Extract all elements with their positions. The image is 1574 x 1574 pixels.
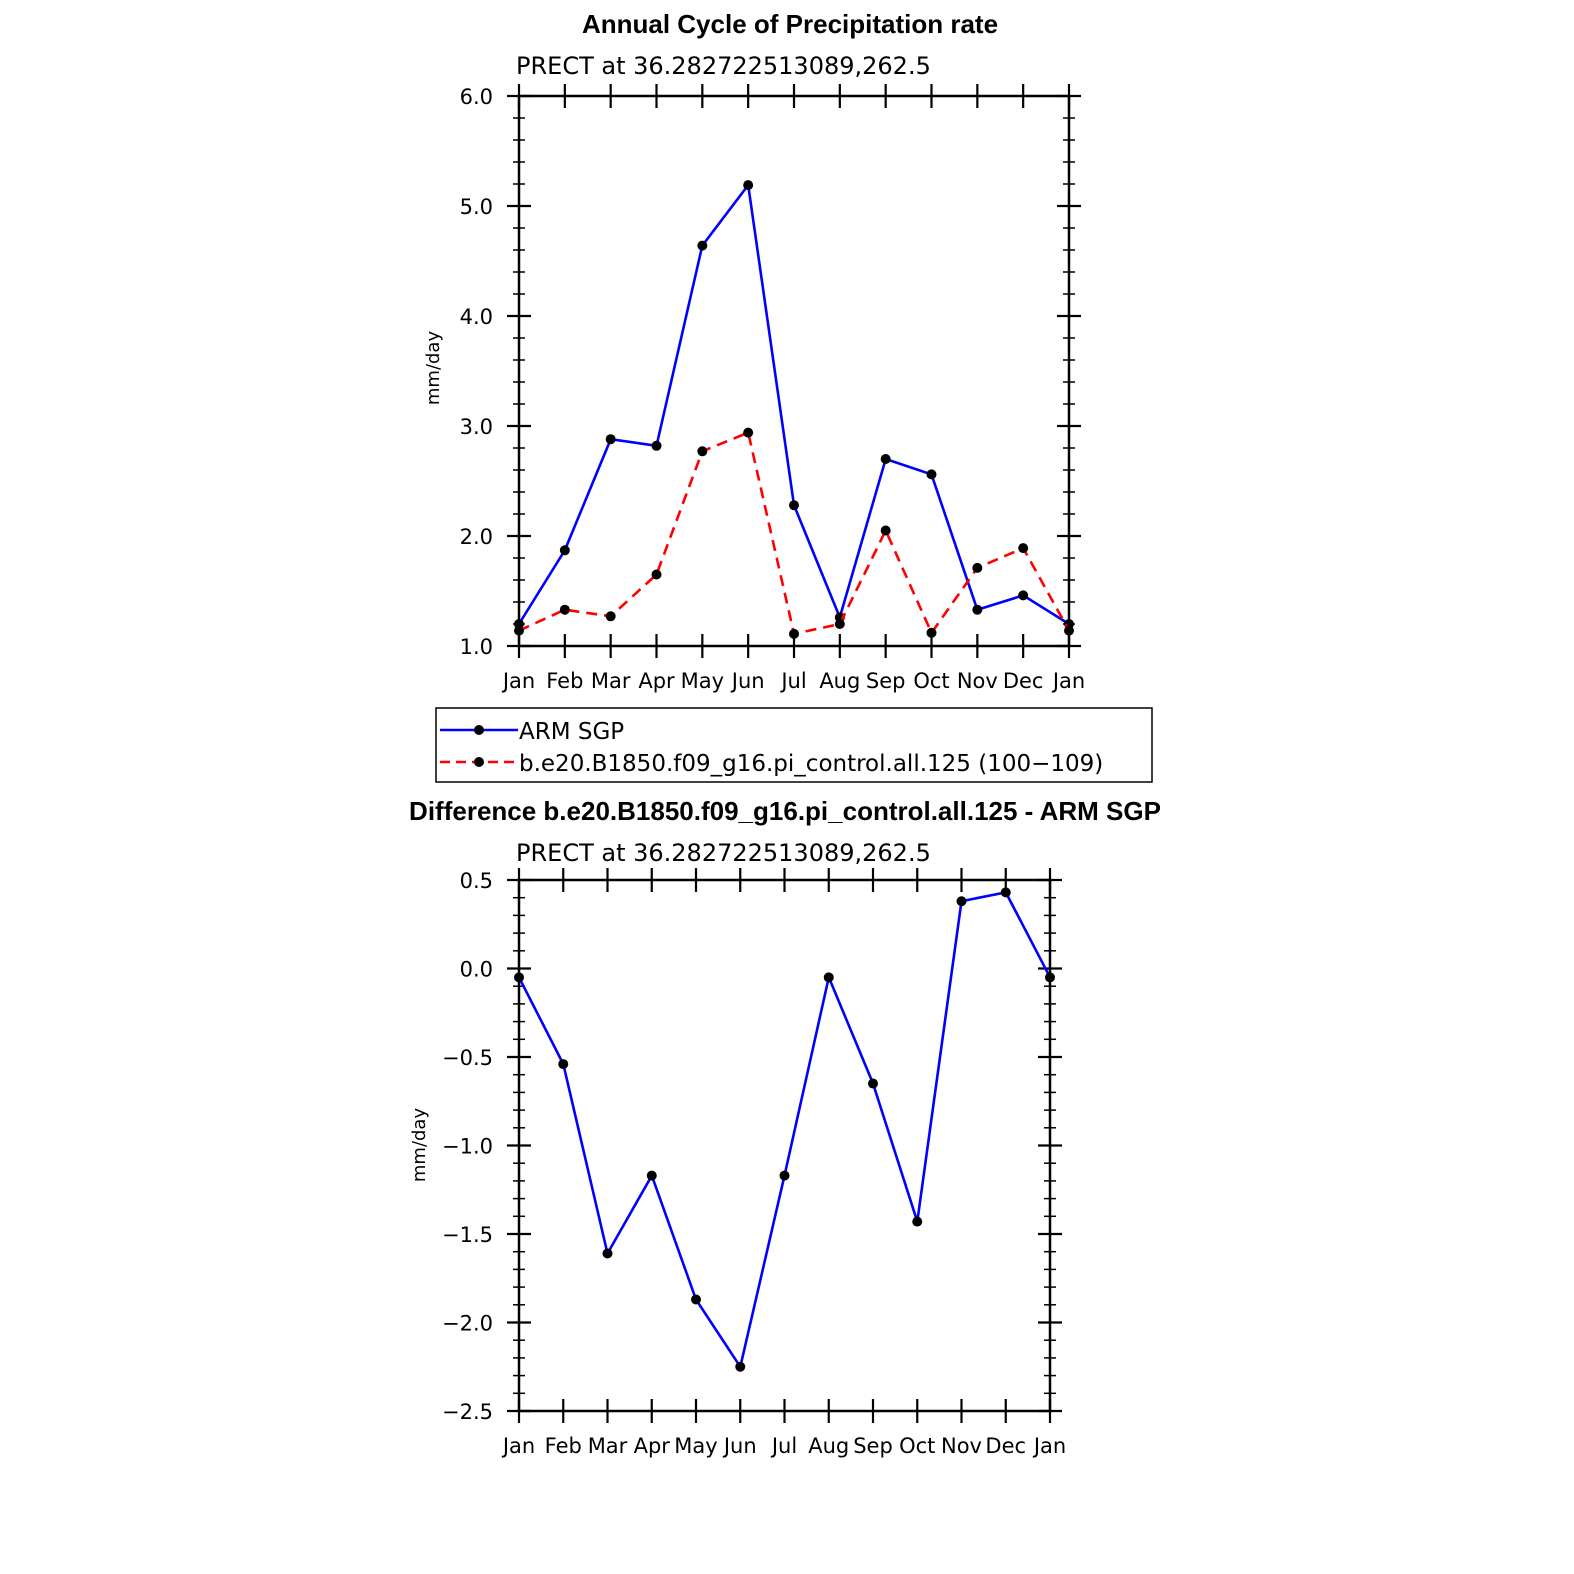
x-tick-label: Apr	[638, 669, 675, 693]
x-tick-label: Jun	[722, 1434, 757, 1458]
y-tick-label: −1.0	[442, 1135, 493, 1159]
x-tick-label: Jan	[1032, 1434, 1066, 1458]
x-tick-label: Apr	[634, 1434, 671, 1458]
chart1-subtitle: PRECT at 36.282722513089,262.5	[516, 52, 931, 80]
data-point	[605, 434, 616, 445]
data-point	[912, 1216, 923, 1227]
y-tick-label: −0.5	[442, 1046, 493, 1070]
x-tick-label: Mar	[591, 669, 631, 693]
data-point	[691, 1294, 701, 1305]
chart1-ylabel: mm/day	[423, 331, 444, 406]
x-tick-label: Jan	[501, 1434, 535, 1458]
x-tick-label: May	[681, 669, 724, 693]
data-point	[651, 440, 662, 451]
x-tick-label: Sep	[853, 1434, 893, 1458]
series-line-0	[517, 890, 1052, 1371]
x-tick-label: Dec	[1003, 669, 1044, 693]
data-point	[789, 628, 799, 639]
plot-frame	[517, 94, 1071, 648]
data-point	[880, 454, 891, 464]
series-line-0	[517, 181, 1070, 626]
legend-box	[435, 707, 1153, 783]
data-point	[823, 972, 834, 983]
x-tick-label: Nov	[957, 669, 998, 693]
data-point	[697, 240, 708, 251]
data-point	[834, 619, 845, 629]
y-tick-label: 3.0	[460, 415, 493, 439]
x-tick-label: Nov	[941, 1434, 982, 1458]
difference-chart: Difference b.e20.B1850.f09_g16.pi_contro…	[409, 796, 1161, 1458]
data-point	[868, 1078, 878, 1089]
x-tick-label: Feb	[545, 1434, 582, 1458]
x-tick-label: Jan	[501, 669, 535, 693]
y-tick-label: 2.0	[460, 525, 493, 549]
data-point	[1045, 972, 1055, 983]
x-tick-label: Oct	[899, 1434, 935, 1458]
data-point	[646, 1170, 657, 1181]
data-point	[972, 562, 983, 573]
chart2-subtitle: PRECT at 36.282722513089,262.5	[516, 839, 931, 867]
y-tick-label: 5.0	[460, 195, 493, 219]
data-point	[602, 1248, 613, 1259]
x-tick-label: Mar	[588, 1434, 628, 1458]
data-point	[972, 604, 983, 615]
x-tick-label: Aug	[819, 669, 860, 693]
y-tick-label: 1.0	[460, 635, 493, 659]
legend-label-model: b.e20.B1850.f09_g16.pi_control.all.125 (…	[519, 751, 1103, 777]
data-point	[743, 427, 754, 438]
legend-label-arm: ARM SGP	[519, 719, 624, 745]
chart2-ylabel: mm/day	[409, 1108, 430, 1183]
x-tick-label: Feb	[546, 669, 583, 693]
legend-marker-model	[474, 757, 484, 767]
data-point	[514, 625, 524, 636]
data-point	[743, 180, 754, 191]
data-point	[559, 604, 570, 615]
y-tick-label: 0.5	[460, 869, 493, 893]
x-tick-label: Aug	[808, 1434, 849, 1458]
y-tick-label: −2.0	[442, 1312, 493, 1336]
data-point	[514, 972, 524, 983]
chart1-title: Annual Cycle of Precipitation rate	[582, 9, 998, 39]
y-tick-label: 0.0	[460, 958, 493, 982]
data-point	[789, 500, 799, 511]
y-tick-label: 6.0	[460, 85, 493, 109]
data-point	[779, 1170, 790, 1181]
data-point	[1018, 590, 1029, 601]
data-point	[559, 545, 570, 556]
x-tick-label: May	[674, 1434, 717, 1458]
x-tick-label: Jul	[770, 1434, 797, 1458]
data-point	[926, 469, 937, 480]
data-point	[735, 1361, 746, 1372]
data-point	[1064, 625, 1074, 636]
data-point	[558, 1059, 569, 1070]
data-point	[956, 896, 967, 907]
data-point	[926, 627, 937, 638]
x-tick-label: Sep	[866, 669, 906, 693]
data-point	[1000, 887, 1011, 898]
annual-cycle-chart: Annual Cycle of Precipitation rate PRECT…	[423, 9, 1085, 693]
y-tick-label: −1.5	[442, 1223, 493, 1247]
plot-frame	[517, 878, 1052, 1413]
legend-marker-arm	[474, 725, 484, 735]
data-point	[880, 525, 891, 536]
x-tick-label: Dec	[985, 1434, 1026, 1458]
data-point	[697, 446, 708, 457]
x-tick-label: Jun	[730, 669, 765, 693]
data-point	[651, 569, 662, 580]
y-tick-label: 4.0	[460, 305, 493, 329]
data-point	[1018, 543, 1029, 554]
legend: ARM SGP b.e20.B1850.f09_g16.pi_control.a…	[435, 707, 1153, 783]
data-point	[605, 611, 616, 622]
x-tick-label: Oct	[913, 669, 949, 693]
y-tick-label: −2.5	[442, 1400, 493, 1424]
x-tick-label: Jul	[779, 669, 806, 693]
x-tick-label: Jan	[1051, 669, 1085, 693]
chart2-title: Difference b.e20.B1850.f09_g16.pi_contro…	[409, 796, 1161, 826]
